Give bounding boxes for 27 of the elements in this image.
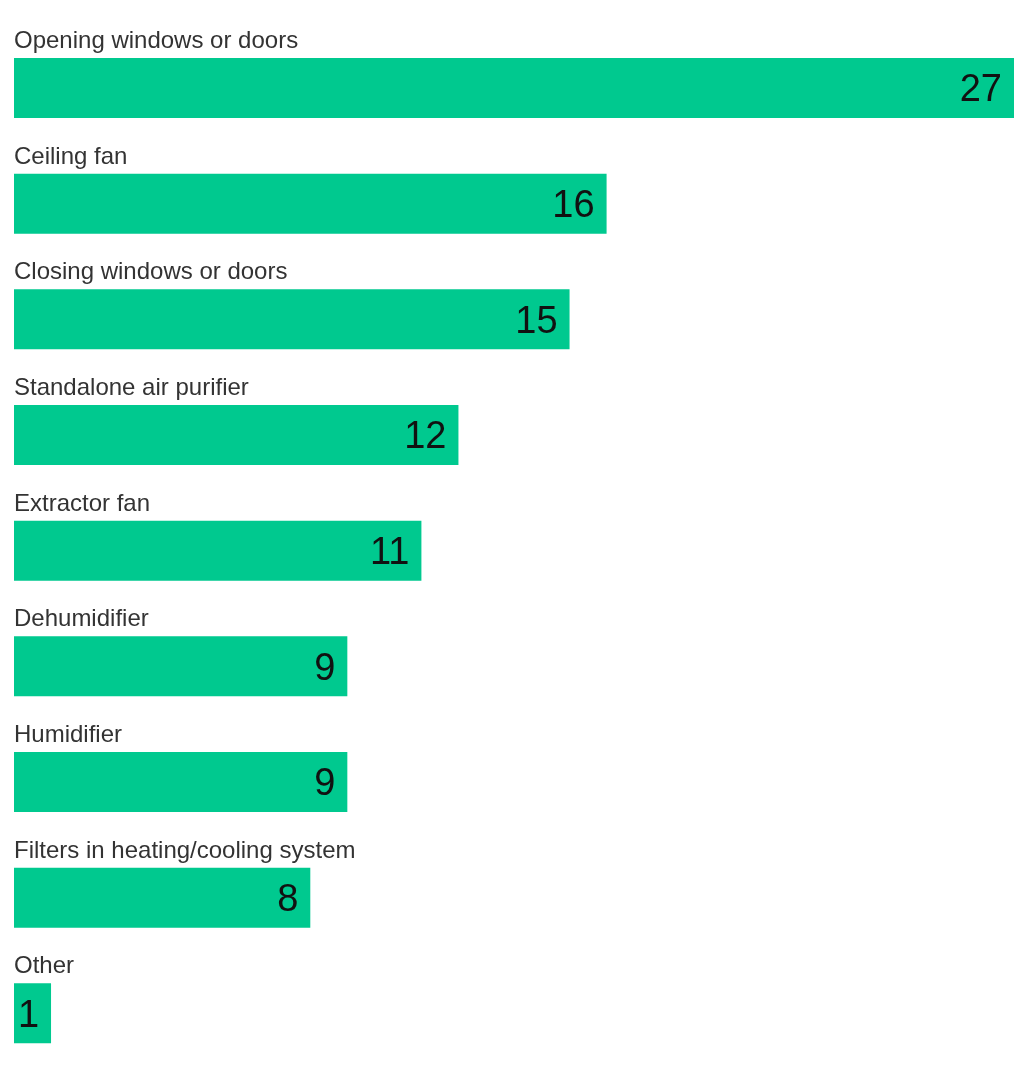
y-tick-label: Other xyxy=(14,951,75,979)
data-label: 15 xyxy=(515,298,558,341)
bar xyxy=(14,405,459,465)
data-label: 27 xyxy=(959,67,1002,110)
y-tick-label: Filters in heating/cooling system xyxy=(14,835,356,863)
bar xyxy=(14,58,1014,118)
data-label: 9 xyxy=(314,761,336,804)
data-label: 8 xyxy=(277,877,299,920)
data-label: 12 xyxy=(404,414,447,457)
y-tick-label: Standalone air purifier xyxy=(14,373,249,400)
y-tick-label: Closing windows or doors xyxy=(14,257,288,285)
y-tick-label: Ceiling fan xyxy=(14,141,128,169)
y-tick-label: Dehumidifier xyxy=(14,604,149,632)
data-label: 9 xyxy=(314,645,336,688)
y-tick-label: Opening windows or doors xyxy=(14,26,299,53)
bar xyxy=(14,520,422,581)
bar xyxy=(14,173,607,234)
data-label: 1 xyxy=(17,992,40,1035)
bar xyxy=(14,752,348,812)
bar xyxy=(14,867,311,928)
data-label: 16 xyxy=(552,183,595,226)
y-tick-label: Humidifier xyxy=(14,720,123,747)
y-tick-label: Extractor fan xyxy=(14,488,151,516)
bar xyxy=(14,289,570,350)
bar xyxy=(14,636,348,697)
bar xyxy=(14,983,52,1044)
data-label: 11 xyxy=(369,530,410,573)
